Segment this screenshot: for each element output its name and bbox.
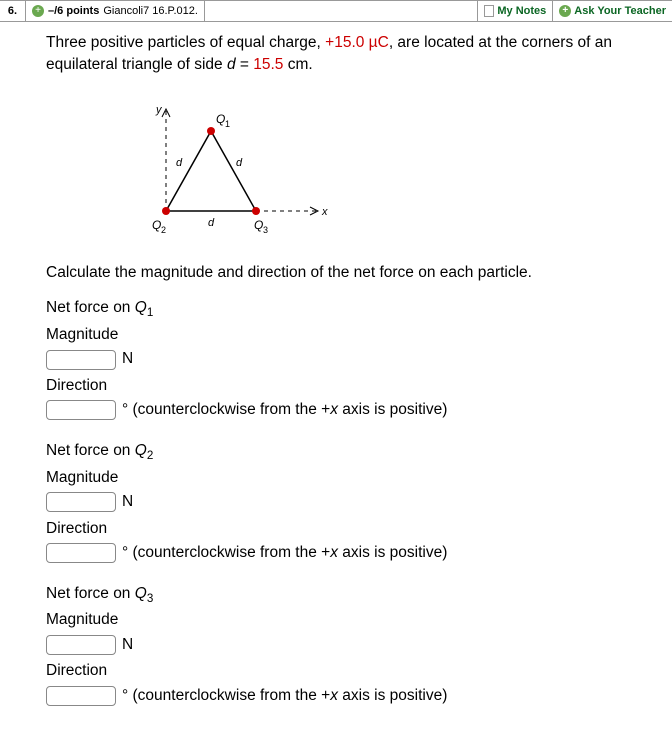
q3-title-q: Q xyxy=(135,585,147,602)
answer-block-q3: Net force on Q3 Magnitude N Direction ° … xyxy=(46,583,642,708)
points-area[interactable]: + –/6 points Giancoli7 16.P.012. xyxy=(26,1,205,21)
side-unit: cm. xyxy=(283,56,312,73)
ask-teacher-button[interactable]: + Ask Your Teacher xyxy=(552,1,672,21)
q1-title-sub: 1 xyxy=(147,306,153,319)
dn-x: x xyxy=(330,401,338,418)
svg-text:3: 3 xyxy=(263,225,268,235)
q2-title: Net force on Q2 xyxy=(46,440,642,465)
q3-title-sub: 3 xyxy=(147,592,153,605)
magnitude-label: Magnitude xyxy=(46,324,642,346)
triangle-figure: y x d d d Q 1 Q 2 Q 3 xyxy=(136,91,642,248)
unit-n: N xyxy=(122,634,133,656)
problem-statement: Three positive particles of equal charge… xyxy=(46,32,642,77)
source-label: Giancoli7 16.P.012. xyxy=(103,1,198,21)
my-notes-label: My Notes xyxy=(497,1,546,21)
q2-title-a: Net force on xyxy=(46,442,135,459)
dir-note: ° (counterclockwise from the +x axis is … xyxy=(122,399,447,421)
my-notes-button[interactable]: My Notes xyxy=(477,1,552,21)
unit-n: N xyxy=(122,491,133,513)
direction-label: Direction xyxy=(46,660,642,682)
q3-direction-input[interactable] xyxy=(46,686,116,706)
q1-title-a: Net force on xyxy=(46,299,135,316)
svg-text:Q: Q xyxy=(254,218,263,232)
side-value: 15.5 xyxy=(253,56,283,73)
svg-text:Q: Q xyxy=(152,218,161,232)
unit-n: N xyxy=(122,348,133,370)
expand-icon: + xyxy=(32,5,44,17)
eq-sign: = xyxy=(236,56,254,73)
svg-text:x: x xyxy=(321,206,328,218)
dn-x: x xyxy=(330,687,338,704)
dn-t: axis is positive) xyxy=(338,544,447,561)
q1-magnitude-input[interactable] xyxy=(46,350,116,370)
q1-title-q: Q xyxy=(135,299,147,316)
dn-a: ° (counterclockwise from the + xyxy=(122,544,330,561)
q3-magnitude-input[interactable] xyxy=(46,635,116,655)
svg-text:Q: Q xyxy=(216,112,225,126)
svg-text:d: d xyxy=(208,217,215,229)
svg-text:d: d xyxy=(176,157,183,169)
dir-note: ° (counterclockwise from the +x axis is … xyxy=(122,685,447,707)
svg-text:1: 1 xyxy=(225,119,230,129)
instruction: Calculate the magnitude and direction of… xyxy=(46,262,642,284)
magnitude-label: Magnitude xyxy=(46,467,642,489)
question-number: 6. xyxy=(0,1,26,21)
top-bar: 6. + –/6 points Giancoli7 16.P.012. My N… xyxy=(0,0,672,22)
q2-title-q: Q xyxy=(135,442,147,459)
direction-label: Direction xyxy=(46,518,642,540)
q1-direction-input[interactable] xyxy=(46,400,116,420)
q2-title-sub: 2 xyxy=(147,449,153,462)
svg-text:2: 2 xyxy=(161,225,166,235)
q2-direction-input[interactable] xyxy=(46,543,116,563)
q3-title-a: Net force on xyxy=(46,585,135,602)
dn-a: ° (counterclockwise from the + xyxy=(122,401,330,418)
side-var: d xyxy=(227,56,236,73)
q2-magnitude-input[interactable] xyxy=(46,492,116,512)
answer-block-q2: Net force on Q2 Magnitude N Direction ° … xyxy=(46,440,642,565)
dn-t: axis is positive) xyxy=(338,401,447,418)
svg-text:d: d xyxy=(236,157,243,169)
dn-a: ° (counterclockwise from the + xyxy=(122,687,330,704)
svg-text:y: y xyxy=(155,104,163,116)
plus-icon: + xyxy=(559,5,571,17)
problem-text-a: Three positive particles of equal charge… xyxy=(46,34,325,51)
answer-block-q1: Net force on Q1 Magnitude N Direction ° … xyxy=(46,297,642,422)
q1-title: Net force on Q1 xyxy=(46,297,642,322)
dn-t: axis is positive) xyxy=(338,687,447,704)
magnitude-label: Magnitude xyxy=(46,609,642,631)
note-icon xyxy=(484,5,494,17)
q3-title: Net force on Q3 xyxy=(46,583,642,608)
charge-value: +15.0 µC xyxy=(325,34,389,51)
question-content: Three positive particles of equal charge… xyxy=(0,22,672,733)
dn-x: x xyxy=(330,544,338,561)
direction-label: Direction xyxy=(46,375,642,397)
ask-teacher-label: Ask Your Teacher xyxy=(574,1,666,21)
points-label: –/6 points xyxy=(48,1,99,21)
dir-note: ° (counterclockwise from the +x axis is … xyxy=(122,542,447,564)
